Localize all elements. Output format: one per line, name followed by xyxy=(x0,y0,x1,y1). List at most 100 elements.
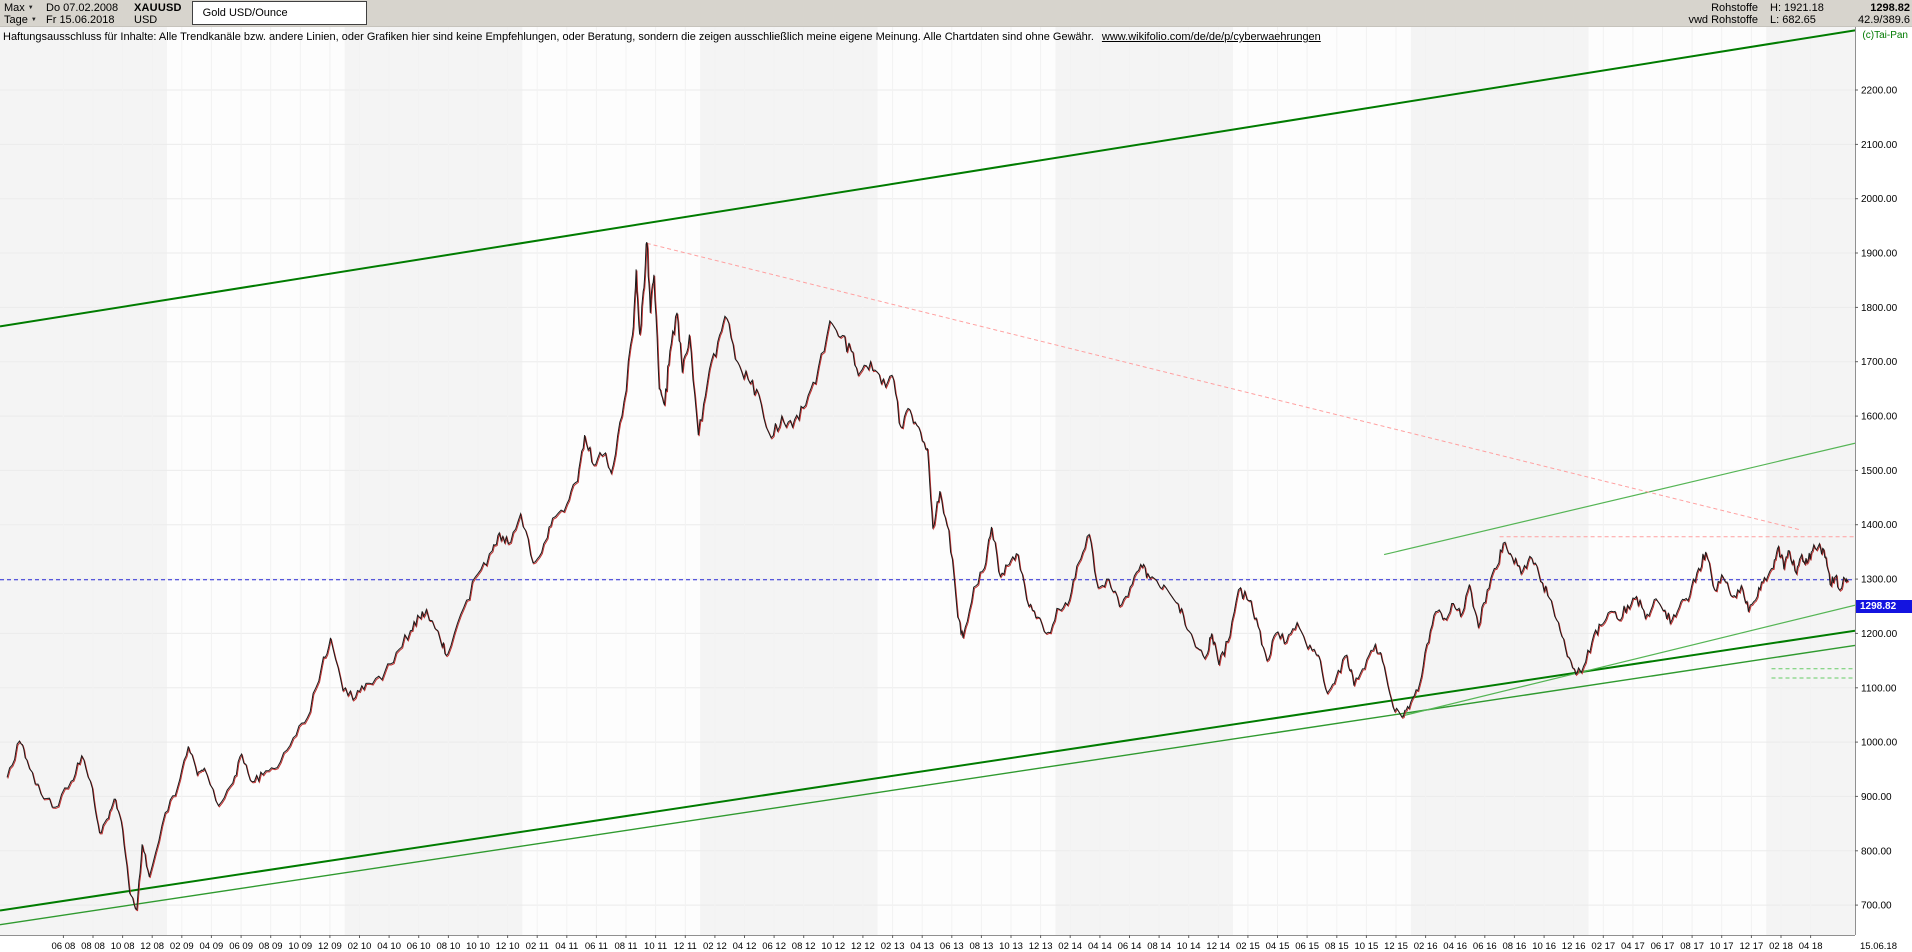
time-axis-label: 04 10 xyxy=(377,941,401,952)
year-band xyxy=(877,27,1056,935)
time-axis-label: 02 13 xyxy=(881,941,905,952)
price-axis-label: 1100.00 xyxy=(1861,683,1897,694)
price-axis-label: 900.00 xyxy=(1861,792,1892,803)
right-resistance-line xyxy=(1383,442,1855,556)
chevron-down-icon: ▼ xyxy=(27,5,34,11)
time-axis-label: 10 14 xyxy=(1177,941,1201,952)
year-band xyxy=(344,27,523,935)
time-axis-label: 06 17 xyxy=(1651,941,1675,952)
time-axis-label: 06 15 xyxy=(1295,941,1319,952)
time-axis-label: 06 16 xyxy=(1473,941,1497,952)
time-axis-label: 08 10 xyxy=(437,941,461,952)
disclaimer-text: Haftungsausschluss für Inhalte: Alle Tre… xyxy=(3,31,1094,43)
right-support-line xyxy=(1401,604,1855,717)
time-axis-label: 08 13 xyxy=(970,941,994,952)
low-value: L: 682.65 xyxy=(1770,14,1816,26)
price-axis-label: 2000.00 xyxy=(1861,194,1898,205)
time-axis-label: 02 16 xyxy=(1414,941,1438,952)
high-value: H: 1921.18 xyxy=(1770,2,1824,14)
quote-panel: Rohstoffe H: 1921.18 1298.82 vwd Rohstof… xyxy=(1664,0,1912,26)
lower-channel-line-2 xyxy=(0,644,1855,926)
time-axis-label: 04 16 xyxy=(1443,941,1467,952)
price-axis-label: 1200.00 xyxy=(1861,629,1898,640)
copyright-label: (c)Tai-Pan xyxy=(1862,30,1908,41)
time-axis-label: 04 12 xyxy=(733,941,757,952)
time-axis-label: 10 17 xyxy=(1710,941,1734,952)
year-band xyxy=(522,27,701,935)
price-axis-label: 800.00 xyxy=(1861,846,1892,857)
price-axis-label: 1900.00 xyxy=(1861,249,1898,260)
price-axis-label: 1600.00 xyxy=(1861,412,1898,423)
chart-canvas[interactable]: 2200.00 2100.00 2000.00 1900.00 1800.00 1700.… xyxy=(0,27,1912,952)
time-axis-label: 12 16 xyxy=(1562,941,1586,952)
time-axis-label: 04 11 xyxy=(555,941,578,952)
year-band xyxy=(1055,27,1234,935)
time-axis-label: 04 17 xyxy=(1621,941,1645,952)
price-axis-label: 2100.00 xyxy=(1861,140,1898,151)
time-axis-label: 02 12 xyxy=(703,941,727,952)
upper-channel-line xyxy=(0,29,1855,328)
plot-region xyxy=(0,27,1855,935)
time-axis-label: 10 13 xyxy=(999,941,1023,952)
time-axis-label: 02 09 xyxy=(170,941,194,952)
time-axis-label: 02 15 xyxy=(1236,941,1260,952)
price-axis-label: 1300.00 xyxy=(1861,575,1898,586)
time-axis-label: 10 09 xyxy=(288,941,312,952)
timeframe-selector[interactable]: Tage ▼ xyxy=(4,14,46,26)
price-axis-label: 700.00 xyxy=(1861,901,1892,912)
start-date[interactable]: Do 07.02.2008 xyxy=(46,2,119,14)
time-axis-end-label: 15.06.18 xyxy=(1860,941,1897,952)
price-series-shadow xyxy=(7,243,1850,912)
time-axis-label: 08 12 xyxy=(792,941,816,952)
downtrend-from-ath xyxy=(646,242,1802,531)
time-axis-label: 06 09 xyxy=(229,941,253,952)
current-price-tag: 1298.82 xyxy=(1856,600,1912,614)
range-controls: Max ▼ Do 07.02.2008 XAUUSD Tage ▼ Fr 15.06… xyxy=(0,0,182,26)
time-axis-label: 08 14 xyxy=(1147,941,1171,952)
range-selector[interactable]: Max ▼ xyxy=(4,2,46,14)
year-band xyxy=(0,27,167,935)
time-axis-label: 06 14 xyxy=(1118,941,1142,952)
disclaimer-link[interactable]: www.wikifolio.com/de/de/p/cyberwaehrunge… xyxy=(1101,31,1321,43)
time-axis-label: 08 09 xyxy=(259,941,283,952)
price-axis-label: 1800.00 xyxy=(1861,303,1898,314)
chevron-down-icon: ▼ xyxy=(30,17,37,23)
quote-source-2: vwd Rohstoffe xyxy=(1688,14,1758,26)
time-axis-label: 04 09 xyxy=(200,941,224,952)
toolbar: Max ▼ Do 07.02.2008 XAUUSD Tage ▼ Fr 15.06… xyxy=(0,0,1912,27)
price-axis-label: 2200.00 xyxy=(1861,86,1898,97)
time-axis-label: 10 16 xyxy=(1532,941,1556,952)
time-axis-label: 10 11 xyxy=(644,941,667,952)
year-band xyxy=(700,27,878,935)
time-axis-label: 12 12 xyxy=(851,941,875,952)
time-axis-label: 12 08 xyxy=(140,941,164,952)
time-axis-label: 06 08 xyxy=(52,941,76,952)
year-band xyxy=(1233,27,1411,935)
time-axis-label: 10 10 xyxy=(466,941,490,952)
time-axis-label: 10 12 xyxy=(821,941,845,952)
time-axis-label: 12 10 xyxy=(496,941,520,952)
time-axis-label: 08 11 xyxy=(614,941,637,952)
time-axis-label: 12 13 xyxy=(1029,941,1053,952)
price-series xyxy=(6,242,1849,911)
price-axis-label: 1000.00 xyxy=(1861,738,1898,749)
time-axis-label: 04 18 xyxy=(1799,941,1823,952)
end-date[interactable]: Fr 15.06.2018 xyxy=(46,14,115,26)
year-band xyxy=(1588,27,1767,935)
time-axis-label: 12 09 xyxy=(318,941,342,952)
time-axis-label: 04 14 xyxy=(1088,941,1112,952)
price-axis-label: 1500.00 xyxy=(1861,466,1898,477)
time-axis-label: 06 12 xyxy=(762,941,786,952)
time-axis-label: 06 11 xyxy=(585,941,608,952)
year-band xyxy=(167,27,345,935)
time-axis-label: 10 15 xyxy=(1355,941,1379,952)
disclaimer: Haftungsausschluss für Inhalte: Alle Tre… xyxy=(3,31,1321,43)
symbol-label: XAUUSD xyxy=(134,2,182,14)
range-selector-label: Max xyxy=(4,2,25,14)
time-axis-label: 12 11 xyxy=(674,941,697,952)
time-axis-label: 06 13 xyxy=(940,941,964,952)
time-axis-label: 08 15 xyxy=(1325,941,1349,952)
year-band xyxy=(1410,27,1589,935)
time-axis-label: 02 17 xyxy=(1591,941,1615,952)
time-axis-label: 02 10 xyxy=(348,941,372,952)
